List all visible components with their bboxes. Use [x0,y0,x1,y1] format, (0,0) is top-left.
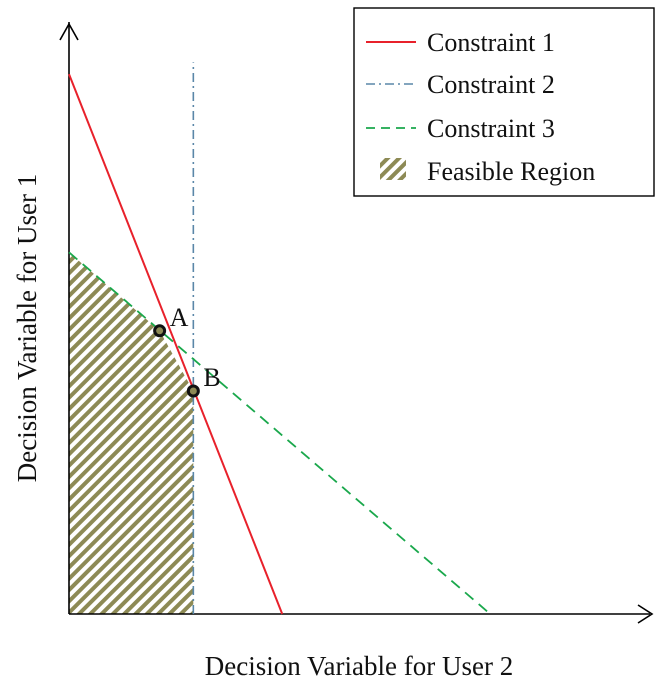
point-a-marker [153,324,167,338]
legend-label-constraint-3: Constraint 3 [427,114,555,143]
x-axis-label: Decision Variable for User 2 [205,651,513,680]
constraint-3-line [68,251,491,615]
y-axis-label: Decision Variable for User 1 [12,174,42,482]
constraint-1-line [68,73,284,615]
y-axis-arrow [59,22,79,41]
legend-label-constraint-1: Constraint 1 [427,28,555,57]
point-a-label: A [170,303,189,332]
legend-label-constraint-2: Constraint 2 [427,70,555,99]
feasible-region [69,252,194,615]
legend: Constraint 1 Constraint 2 Constraint 3 F… [353,7,655,197]
legend-label-feasible-region: Feasible Region [427,157,595,186]
point-b-marker [186,384,200,398]
point-b-label: B [203,363,220,392]
legend-swatch-feasible-region [380,158,406,180]
x-axis-arrow [637,604,654,624]
